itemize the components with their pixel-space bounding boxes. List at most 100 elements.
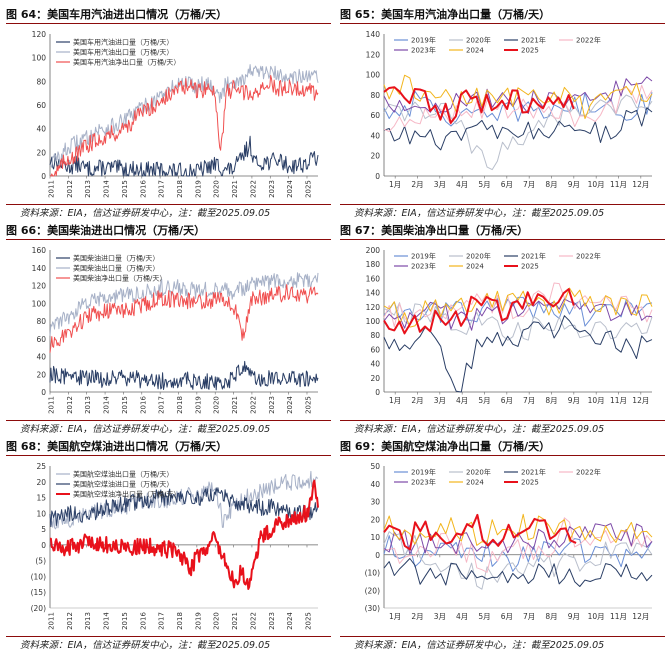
x-tick-label: 2021	[231, 396, 239, 414]
chart-title: 图 66：美国柴油进出口情况（万桶/天）	[6, 224, 206, 237]
x-tick-label: 2016	[139, 396, 147, 414]
y-tick-label: 30	[370, 498, 380, 507]
y-tick-label: 0	[375, 172, 380, 181]
legend-label: 2021年	[521, 36, 546, 45]
x-tick-label: 9月	[568, 180, 580, 189]
legend-label: 2021年	[521, 468, 546, 477]
x-tick-label: 8月	[545, 612, 557, 621]
x-tick-label: 2012	[66, 180, 74, 198]
legend-label: 2023年	[411, 46, 436, 55]
chart-panel: 图 65：美国车用汽油净出口量（万桶/天） 0 20 40 60 80 100 120 140…	[340, 6, 665, 219]
y-tick-label: (5)	[35, 557, 46, 566]
y-tick-label: 20	[36, 478, 46, 487]
y-tick-label: 60	[36, 335, 46, 344]
x-tick-label: 2019	[194, 612, 202, 630]
x-tick-label: 2017	[158, 612, 166, 630]
x-tick-label: 2022	[249, 612, 257, 630]
y-tick-label: 160	[366, 274, 381, 283]
y-tick-label: 120	[366, 50, 381, 59]
x-tick-label: 2025	[304, 396, 312, 414]
y-tick-label: 40	[370, 360, 380, 369]
y-tick-label: 100	[366, 71, 381, 80]
x-tick-label: 2014	[103, 180, 111, 198]
y-tick-label: 80	[36, 77, 46, 86]
legend-label: 美国柴油净出口量（万桶/天）	[73, 274, 166, 283]
y-tick-label: 5	[41, 525, 46, 534]
x-tick-label: 10月	[588, 612, 605, 621]
chart-svg: 0 20 40 60 80 100 120 140 1月 2月 3月 4月 5月 6月 7月 8月 9月 10月 1…	[366, 30, 653, 189]
x-tick-label: 2014	[103, 396, 111, 414]
x-tick-label: 2013	[84, 180, 92, 198]
source-note: 资料来源：EIA，信达证券研发中心，注：截至2025.09.05	[20, 208, 271, 219]
x-tick-label: 3月	[434, 612, 446, 621]
x-tick-label: 4月	[456, 612, 468, 621]
x-tick-label: 6月	[501, 612, 513, 621]
legend-label: 2023年	[411, 262, 436, 271]
x-tick-label: 3月	[434, 396, 446, 405]
source-note: 资料来源：EIA，信达证券研发中心，注：截至2025.09.05	[20, 640, 271, 651]
y-tick-label: 40	[370, 480, 380, 489]
y-tick-label: 0	[375, 551, 380, 560]
chart-panel: 图 67：美国柴油净出口量（万桶/天） 0 20 40 60 80 100 120 140 16…	[340, 222, 665, 435]
x-tick-label: 2024	[286, 612, 294, 630]
series-line	[383, 298, 653, 331]
series-line	[49, 360, 319, 391]
series-line	[383, 90, 653, 127]
y-tick-label: 20	[370, 152, 380, 161]
x-tick-label: 2015	[121, 612, 129, 630]
y-tick-label: (10)	[365, 569, 380, 578]
y-tick-label: 80	[36, 317, 46, 326]
source-rule	[6, 204, 331, 205]
y-tick-label: 140	[366, 289, 381, 298]
source-rule	[6, 420, 331, 421]
x-tick-label: 2024	[286, 396, 294, 414]
series-line	[383, 107, 653, 151]
legend-label: 2024	[466, 263, 484, 271]
title-rule	[6, 239, 331, 240]
x-tick-label: 11月	[610, 396, 627, 405]
y-tick-label: (10)	[31, 572, 46, 581]
legend-label: 2019年	[411, 252, 436, 261]
legend-label: 2025	[521, 47, 539, 55]
y-tick-label: (20)	[365, 586, 380, 595]
y-tick-label: 20	[36, 370, 46, 379]
legend-label: 美国柴油出口量（万桶/天）	[73, 264, 159, 273]
y-tick-label: 15	[36, 494, 46, 503]
legend-label: 美国航空煤油出口量（万桶/天）	[73, 470, 173, 479]
y-tick-label: 120	[366, 303, 381, 312]
x-tick-label: 2024	[286, 180, 294, 198]
x-tick-label: 2025	[304, 180, 312, 198]
x-tick-label: 2019	[194, 180, 202, 198]
legend-label: 2021年	[521, 252, 546, 261]
x-tick-label: 2月	[411, 612, 423, 621]
legend-label: 美国车用汽油进口量（万桶/天）	[73, 38, 173, 47]
series-line	[383, 288, 575, 335]
chart-panel: 图 69：美国航空煤油净出口量（万桶/天） (30) (20) (10) 0 10 20 3…	[340, 438, 665, 651]
x-tick-label: 2017	[158, 180, 166, 198]
source-note: 资料来源：EIA，信达证券研发中心，注：截至2025.09.05	[20, 424, 271, 435]
x-tick-label: 2021	[231, 612, 239, 630]
y-tick-label: 100	[32, 299, 47, 308]
chart-svg: 0 20 40 60 80 100 120 140 160 2011 2012 2013 2014 201…	[32, 246, 319, 414]
title-rule	[6, 455, 331, 456]
x-tick-label: 1月	[389, 396, 401, 405]
legend-label: 美国航空煤油净出口量（万桶/天）	[73, 490, 180, 499]
y-tick-label: 120	[32, 282, 47, 291]
y-tick-label: (15)	[31, 588, 46, 597]
chart-svg: 0 20 40 60 80 100 120 2011 2012 2013 2014 2015 2016 2…	[32, 30, 319, 198]
x-tick-label: 4月	[456, 396, 468, 405]
title-rule	[340, 455, 665, 456]
source-note: 资料来源：EIA，信达证券研发中心，注：截至2025.09.05	[354, 208, 605, 219]
series-line	[383, 523, 653, 555]
y-tick-label: 80	[370, 91, 380, 100]
x-tick-label: 12月	[632, 180, 649, 189]
x-tick-label: 2012	[66, 396, 74, 414]
x-tick-label: 2020	[213, 396, 221, 414]
legend-label: 2022年	[576, 36, 601, 45]
y-tick-label: 20	[370, 374, 380, 383]
x-tick-label: 6月	[501, 180, 513, 189]
source-rule	[340, 636, 665, 637]
x-tick-label: 5月	[478, 396, 490, 405]
series-line	[383, 287, 653, 328]
